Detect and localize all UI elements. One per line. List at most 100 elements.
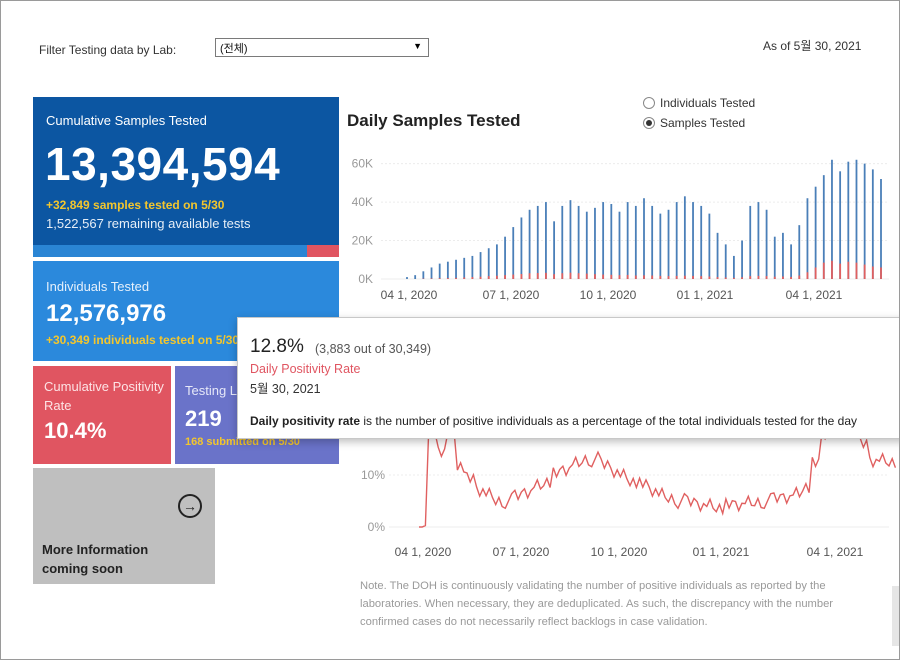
filter-label: Filter Testing data by Lab: [39,43,177,57]
samples-bar [414,275,417,279]
positivity-rate-value: 10.4% [44,418,107,443]
positive-bar [479,276,482,279]
positive-bar [822,262,825,279]
positive-bar [839,263,842,279]
radio-samples-label: Samples Tested [660,116,746,130]
cumulative-samples-card[interactable]: Cumulative Samples Tested 13,394,594 +32… [33,97,339,257]
samples-bar [504,236,506,279]
radio-individuals-label: Individuals Tested [660,96,756,110]
positive-bar [863,264,866,279]
positive-bar [495,275,498,279]
positivity-rate-title: Cumulative Positivity Rate [44,379,164,413]
samples-bar [536,205,539,279]
samples-bar [455,259,457,279]
capacity-bar-remaining [307,245,339,257]
samples-bar [724,244,727,279]
samples-bar [741,240,743,279]
x-tick-label: 04 1, 2021 [786,288,843,302]
samples-bar [577,205,580,279]
positive-bar [569,272,572,279]
daily-samples-title: Daily Samples Tested [347,111,521,130]
radio-samples-tested[interactable]: Samples Tested [643,116,745,130]
individuals-tested-title: Individuals Tested [46,279,150,294]
positive-bar [782,276,784,279]
samples-bar [487,248,490,279]
validation-note: Note. The DOH is continuously validating… [360,577,899,631]
positive-bar [602,274,605,279]
positive-bar [683,275,686,279]
individuals-increment: +30,349 individuals tested on 5/30 [46,333,240,347]
samples-bar [528,209,531,279]
tooltip-rate-detail: (3,883 out of 30,349) [315,342,432,356]
samples-bar [610,204,613,279]
positive-bar [643,275,645,279]
positivity-tooltip: 12.8% (3,883 out of 30,349) Daily Positi… [237,317,899,439]
samples-bar [675,202,678,279]
samples-bar [463,257,466,279]
positive-bar [520,274,523,279]
samples-bar [692,202,694,279]
samples-bar [708,213,711,279]
positive-bar [716,277,719,279]
positive-bar [757,275,760,279]
samples-bar [561,205,564,279]
samples-bar [602,202,605,279]
individuals-tested-card[interactable]: Individuals Tested 12,576,976 +30,349 in… [33,261,339,361]
samples-bar [520,217,523,279]
samples-bar [871,169,874,279]
samples-bar [880,179,882,279]
positive-bar [806,272,809,279]
radio-individuals-tested[interactable]: Individuals Tested [643,96,755,110]
x-tick-label: 04 1, 2021 [807,545,864,559]
samples-bar [545,202,547,279]
samples-bar [626,202,629,279]
x-tick-label: 01 1, 2021 [693,545,750,559]
samples-bar [822,175,825,279]
radio-on-icon[interactable] [643,117,655,129]
lab-filter-value: (전체) [220,43,248,55]
positive-bar [847,261,850,279]
positive-bar [430,278,433,279]
positive-bar [487,276,490,279]
arrow-right-circle-icon[interactable]: → [178,494,202,518]
positive-bar [831,260,833,279]
samples-bar [806,198,809,279]
samples-bar [814,186,817,279]
x-tick-label: 07 1, 2020 [493,545,550,559]
samples-bar [479,252,482,279]
dropdown-arrow-icon[interactable]: ▼ [413,41,422,51]
positive-bar [700,276,703,279]
samples-bar [667,209,670,279]
positive-bar [765,276,768,279]
more-information-card[interactable]: → More Information coming soon [33,468,215,584]
tooltip-rate: 12.8% [250,336,304,357]
samples-bar [749,205,752,279]
samples-bar [855,159,858,279]
samples-bar [839,171,842,279]
lab-filter-select[interactable]: (전체) ▼ [215,38,429,57]
positive-bar [880,267,882,279]
positivity-line [419,431,896,528]
samples-bar [406,277,408,279]
daily-samples-chart[interactable]: 0K 20K 40K 60K 04 1, 2020 07 1, 2020 10 1, 202… [341,146,896,311]
samples-bar [773,236,776,279]
vertical-scrollbar[interactable] [892,586,899,646]
samples-bar [446,261,449,279]
positive-bar [504,275,506,279]
positivity-rate-card[interactable]: Cumulative Positivity Rate 10.4% [33,366,171,464]
daily-positivity-chart[interactable]: 0% 10% 04 1, 2020 07 1, 2020 10 1, 2020 01 1,… [341,431,896,566]
samples-bar [863,163,866,279]
capacity-bar [33,245,339,257]
positive-bar [536,273,539,279]
radio-off-icon[interactable] [643,97,655,109]
y-tick-label: 0K [358,272,373,286]
samples-bar [757,202,760,279]
y-tick-label: 40K [352,195,373,209]
x-tick-label: 10 1, 2020 [580,288,637,302]
positive-bar [577,273,580,279]
positive-bar [651,275,654,279]
note-line-3: confirmed cases do not necessarily refle… [360,616,708,628]
positive-bar [798,275,801,279]
samples-increment: +32,849 samples tested on 5/30 [46,198,225,212]
samples-bar [643,198,645,279]
